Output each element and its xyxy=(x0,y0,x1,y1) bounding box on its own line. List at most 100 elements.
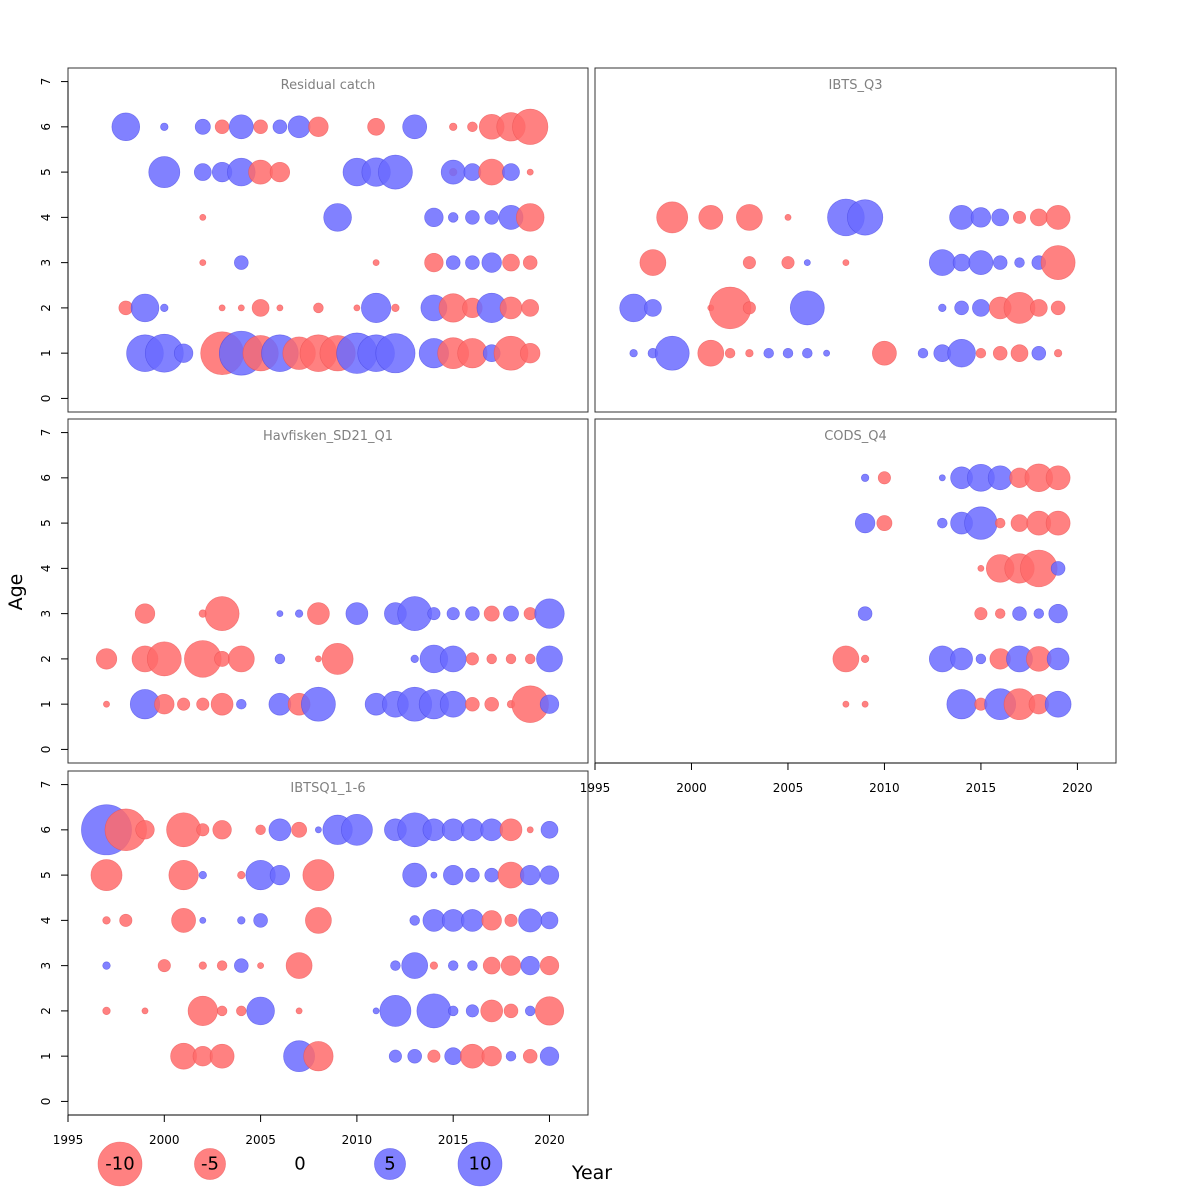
bubble-point xyxy=(427,607,441,621)
y-tick-label: 7 xyxy=(39,781,53,789)
bubble-point xyxy=(505,1050,517,1062)
bubble-point xyxy=(499,296,523,320)
bubble-point xyxy=(441,818,465,842)
bubble-point xyxy=(465,255,480,270)
bubble-point xyxy=(255,824,266,836)
bubble-point xyxy=(166,812,201,848)
bubble-point xyxy=(745,349,754,358)
bubble-point xyxy=(111,112,141,142)
bubble-point xyxy=(295,1007,303,1015)
y-tick-label: 6 xyxy=(39,474,53,482)
bubble-point xyxy=(388,1049,402,1063)
bubble-point xyxy=(276,304,284,312)
bubble-point xyxy=(402,114,428,140)
legend-label: 10 xyxy=(469,1154,492,1175)
x-tick-label: 2015 xyxy=(438,1133,469,1147)
bubble-point xyxy=(536,645,563,673)
bubble-point xyxy=(429,961,439,970)
x-tick-label: 1995 xyxy=(53,1133,84,1147)
legend-label: -10 xyxy=(105,1154,134,1175)
bubble-point xyxy=(361,292,392,323)
bubble-point xyxy=(234,255,249,270)
bubble-point xyxy=(345,602,369,625)
panel-title: Residual catch xyxy=(281,78,376,93)
bubble-point xyxy=(446,607,460,621)
bubble-point xyxy=(1029,208,1048,227)
bubble-point xyxy=(698,205,724,230)
bubble-point xyxy=(102,916,111,925)
bubble-point xyxy=(502,163,520,181)
bubble-point xyxy=(876,515,893,532)
bubble-point xyxy=(742,256,756,270)
bubble-point xyxy=(216,960,228,971)
bubble-point xyxy=(977,564,985,572)
x-tick-label: 2020 xyxy=(534,1133,565,1147)
bubble-point xyxy=(502,253,520,272)
bubble-point xyxy=(313,302,324,314)
bubble-point xyxy=(964,506,998,540)
bubble-point xyxy=(160,303,169,313)
bubble-point xyxy=(1040,245,1076,280)
y-tick-label: 6 xyxy=(39,123,53,131)
y-tick-label: 2 xyxy=(39,655,53,663)
y-tick-label: 3 xyxy=(39,962,53,970)
bubble-point xyxy=(461,909,484,932)
bubble-point xyxy=(198,870,207,880)
bubble-point xyxy=(1029,299,1048,317)
y-tick-label: 0 xyxy=(39,1098,53,1106)
bubble-point xyxy=(321,643,354,675)
bubble-point xyxy=(656,201,689,234)
legend-item: 0 xyxy=(294,1154,305,1175)
bubble-point xyxy=(872,340,897,366)
x-axis: 1995 2000 2005 2010 2015 2020 xyxy=(53,1114,565,1147)
x-axis-title: Year xyxy=(571,1162,612,1184)
bubble-point xyxy=(789,290,825,326)
legend-item: -5 xyxy=(194,1148,226,1180)
panel: IBTS_Q3 xyxy=(594,67,1117,413)
bubble-point xyxy=(443,864,464,886)
bubble-point xyxy=(397,596,433,631)
bubble-point xyxy=(214,119,230,135)
bubble-point xyxy=(949,205,974,230)
bubble-point xyxy=(842,259,850,267)
bubble-point xyxy=(214,650,231,667)
bubble-point xyxy=(975,653,987,665)
bubble-point xyxy=(854,512,876,534)
bubble-point xyxy=(499,818,523,842)
bubble-point xyxy=(102,961,111,970)
bubble-point xyxy=(644,299,662,317)
y-axis: 0 1 2 3 4 5 6 7 xyxy=(39,781,69,1106)
bubble-point xyxy=(540,820,559,839)
bubble-point xyxy=(119,913,133,927)
bubble-point xyxy=(192,1046,213,1067)
bubble-point xyxy=(196,823,210,837)
bubble-point xyxy=(457,338,488,369)
bubble-point xyxy=(465,606,480,621)
bubble-point xyxy=(539,694,560,714)
legend-label: 5 xyxy=(384,1154,395,1175)
panel: CODS_Q4 xyxy=(594,418,1117,764)
bubble-point xyxy=(440,159,466,185)
bubble-point xyxy=(148,156,181,188)
bubble-point xyxy=(504,913,518,927)
bubble-point xyxy=(954,300,969,316)
bubble-size-legend: -10 -5 0 5 10 xyxy=(97,1141,503,1187)
bubble-point xyxy=(534,598,565,629)
bubble-point xyxy=(842,700,850,708)
bubble-point xyxy=(118,300,134,316)
legend-bubble xyxy=(374,1148,406,1180)
x-tick-label: 2000 xyxy=(676,781,707,795)
bubble-point xyxy=(410,654,419,664)
bubble-point xyxy=(439,645,467,673)
bubble-point xyxy=(522,255,538,270)
bubble-point xyxy=(90,859,123,891)
bubble-point xyxy=(917,347,929,359)
bubble-point xyxy=(540,911,559,930)
bubble-point xyxy=(500,955,522,976)
x-tick-label: 2005 xyxy=(773,781,804,795)
bubble-point xyxy=(724,347,736,359)
panel-frame xyxy=(594,67,1117,413)
bubble-point xyxy=(1045,465,1071,491)
y-tick-label: 7 xyxy=(39,78,53,86)
bubble-point xyxy=(465,1004,479,1018)
